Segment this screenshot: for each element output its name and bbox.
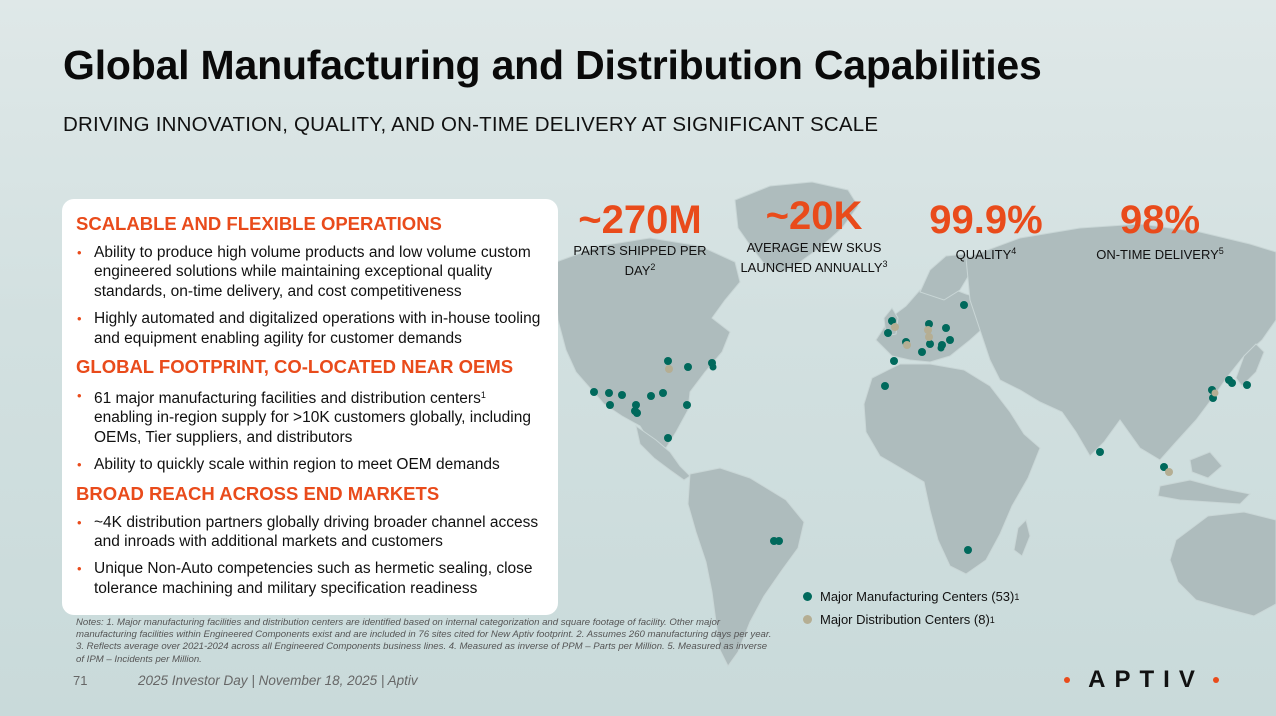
stat-value: 99.9% xyxy=(929,198,1043,242)
list-item: • ~4K distribution partners globally driv… xyxy=(77,513,539,551)
list-item: • Unique Non-Auto competencies such as he… xyxy=(77,560,533,597)
manufacturing-marker xyxy=(775,537,783,545)
manufacturing-marker xyxy=(1243,381,1251,389)
north-america-landmass xyxy=(555,237,741,449)
manufacturing-marker xyxy=(1228,379,1236,387)
manufacturing-marker xyxy=(937,344,945,352)
stat-on-time-delivery: 98% ON-TIME DELIVERY5 xyxy=(1088,198,1232,263)
section-heading: SCALABLE AND FLEXIBLE OPERATIONS xyxy=(76,213,442,234)
distribution-marker xyxy=(925,333,933,341)
list-item: • Ability to quickly scale within region … xyxy=(77,456,500,474)
bullet-icon: • xyxy=(77,457,82,473)
manufacturing-marker xyxy=(1096,448,1104,456)
list-item: • Highly automated and digitalized operat… xyxy=(77,310,541,347)
map-legend: Major Manufacturing Centers (53) 1 Major … xyxy=(803,585,1019,631)
borneo-landmass xyxy=(1189,451,1223,479)
page-subtitle: DRIVING INNOVATION, QUALITY, AND ON-TIME… xyxy=(63,113,879,136)
page-number: 71 xyxy=(73,673,88,688)
madagascar-landmass xyxy=(1013,519,1031,557)
manufacturing-marker xyxy=(664,434,672,442)
stat-value: 98% xyxy=(1119,198,1201,242)
stat-value: ~20K xyxy=(765,194,863,238)
manufacturing-markers xyxy=(590,301,1251,554)
distribution-marker xyxy=(891,323,899,331)
manufacturing-marker xyxy=(709,363,717,371)
distribution-marker xyxy=(1211,389,1219,397)
manufacturing-marker xyxy=(647,392,655,400)
logo-text: APTIV xyxy=(1088,666,1204,693)
stat-label: AVERAGE NEW SKUS LAUNCHED ANNUALLY3 xyxy=(740,240,888,275)
manufacturing-marker xyxy=(590,388,598,396)
logo-dot-icon xyxy=(1064,677,1070,683)
bullet-icon: • xyxy=(77,561,82,577)
manufacturing-marker xyxy=(633,409,641,417)
manufacturing-marker xyxy=(664,357,672,365)
manufacturing-marker xyxy=(606,401,614,409)
manufacturing-marker xyxy=(918,348,926,356)
stat-new-skus: ~20K AVERAGE NEW SKUS LAUNCHED ANNUALLY3 xyxy=(740,194,888,276)
manufacturing-marker xyxy=(964,546,972,554)
distribution-marker xyxy=(924,326,932,334)
greenland-landmass xyxy=(734,181,859,273)
section-operations: SCALABLE AND FLEXIBLE OPERATIONS • Abilit… xyxy=(76,213,544,348)
manufacturing-marker xyxy=(632,401,640,409)
manufacturing-marker xyxy=(683,401,691,409)
south-america-landmass xyxy=(687,467,805,667)
section-footprint: GLOBAL FOOTPRINT, CO-LOCATED NEAR OEMS •… xyxy=(76,356,544,475)
stat-label: ON-TIME DELIVERY5 xyxy=(1096,246,1224,262)
manufacturing-marker xyxy=(1160,463,1168,471)
section-end-markets: BROAD REACH ACROSS END MARKETS • ~4K dist… xyxy=(76,483,544,599)
central-america-landmass xyxy=(635,424,691,481)
asia-landmass xyxy=(965,223,1276,461)
distribution-markers xyxy=(665,323,1219,476)
distribution-marker xyxy=(903,341,911,349)
legend-manufacturing: Major Manufacturing Centers (53) 1 xyxy=(803,585,1019,608)
bullet-icon: • xyxy=(77,388,82,404)
manufacturing-marker xyxy=(618,391,626,399)
manufacturing-marker xyxy=(881,382,889,390)
aptiv-logo: APTIV xyxy=(1064,665,1219,695)
stat-parts-shipped: ~270M PARTS SHIPPED PER DAY2 xyxy=(565,198,715,279)
indonesia-landmass xyxy=(1157,479,1252,505)
manufacturing-marker xyxy=(684,363,692,371)
manufacturing-marker xyxy=(960,301,968,309)
distribution-dot-icon xyxy=(803,615,812,624)
stat-value: ~270M xyxy=(578,198,702,242)
manufacturing-marker xyxy=(946,336,954,344)
africa-landmass xyxy=(863,363,1041,575)
stat-quality: 99.9% QUALITY4 xyxy=(916,198,1056,263)
manufacturing-marker xyxy=(890,357,898,365)
page-title: Global Manufacturing and Distribution Ca… xyxy=(63,42,1042,88)
bullet-icon: • xyxy=(77,311,82,327)
manufacturing-marker xyxy=(942,324,950,332)
bullet-icon: • xyxy=(77,514,82,530)
bullet-icon: • xyxy=(77,245,82,260)
logo-dot-icon xyxy=(1213,677,1219,683)
footnotes: Notes: 1. Major manufacturing facilities… xyxy=(76,617,772,665)
manufacturing-marker xyxy=(659,389,667,397)
distribution-marker xyxy=(665,365,673,373)
manufacturing-marker xyxy=(925,320,933,328)
manufacturing-dot-icon xyxy=(803,592,812,601)
manufacturing-marker xyxy=(926,340,934,348)
stat-label: PARTS SHIPPED PER DAY2 xyxy=(573,243,707,278)
section-heading: BROAD REACH ACROSS END MARKETS xyxy=(76,482,440,504)
australia-landmass xyxy=(1169,511,1276,617)
footer-text: 2025 Investor Day | November 18, 2025 | … xyxy=(138,673,418,688)
list-item: • Ability to produce high volume products… xyxy=(77,244,531,300)
section-heading: GLOBAL FOOTPRINT, CO-LOCATED NEAR OEMS xyxy=(76,356,514,378)
manufacturing-marker xyxy=(888,317,896,325)
stat-label: QUALITY4 xyxy=(955,246,1017,262)
japan-landmass xyxy=(1235,343,1265,387)
legend-distribution: Major Distribution Centers (8) 1 xyxy=(803,608,1019,631)
distribution-marker xyxy=(1165,468,1173,476)
capabilities-card: SCALABLE AND FLEXIBLE OPERATIONS • Abilit… xyxy=(62,199,558,615)
list-item: • 61 major manufacturing facilities and d… xyxy=(77,388,531,446)
manufacturing-marker xyxy=(605,389,613,397)
manufacturing-marker xyxy=(884,329,892,337)
